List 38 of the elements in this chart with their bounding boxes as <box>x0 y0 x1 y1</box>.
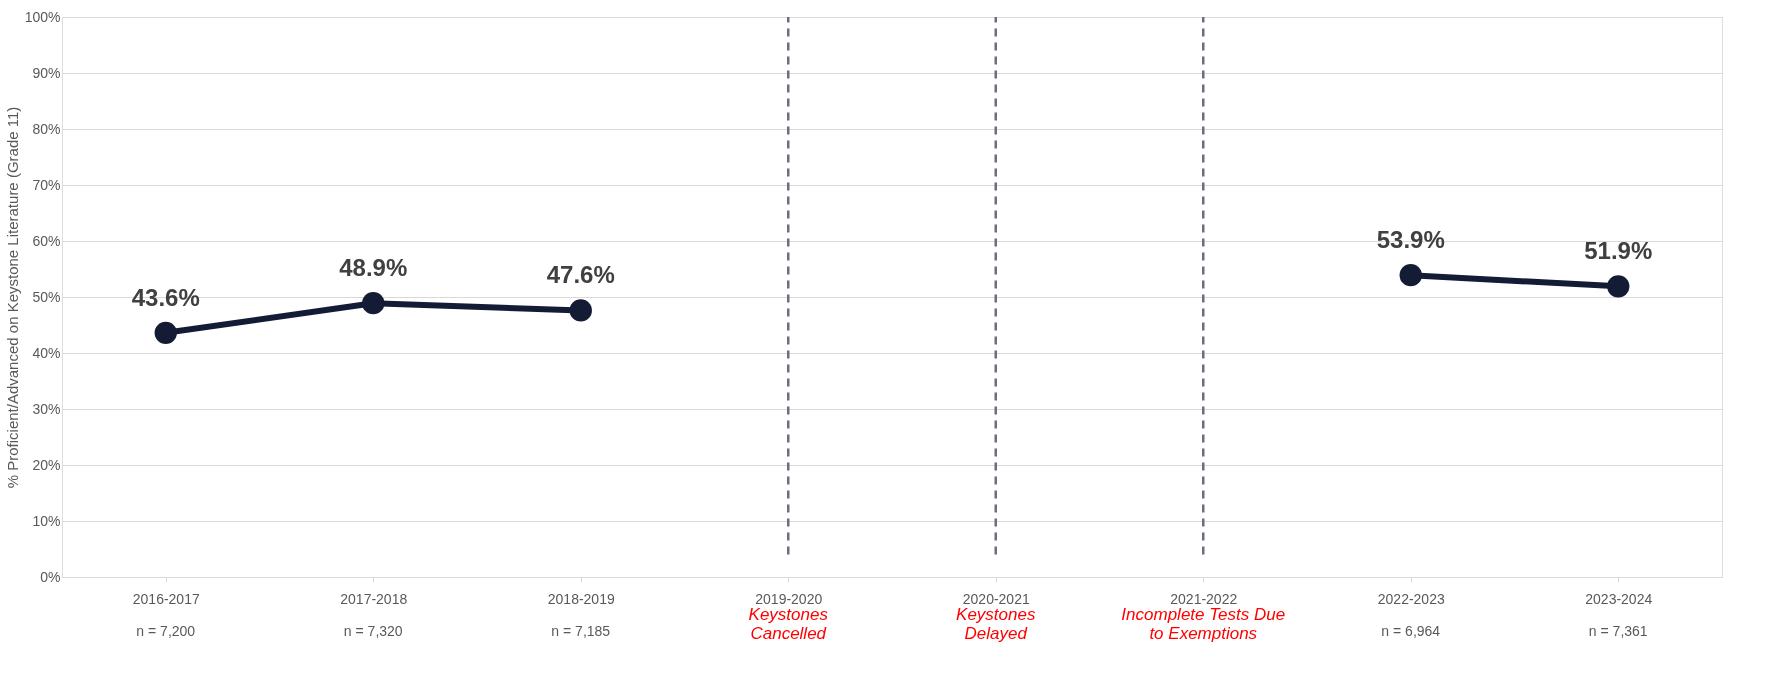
text: Keystones Delayed <box>956 605 1036 643</box>
data-label: 43.6% <box>131 283 200 311</box>
text: Keystones Cancelled <box>748 605 829 643</box>
text: n = 7,361 <box>1588 623 1648 639</box>
point <box>362 292 385 315</box>
x-tick-label: 2018-2019 <box>547 590 615 607</box>
data-label: 48.9% <box>339 254 408 282</box>
data-label: 53.9% <box>1376 226 1445 254</box>
y-tick-label: 70% <box>32 176 61 193</box>
x-tick-label: 2017-2018 <box>340 590 408 607</box>
point <box>1399 264 1422 287</box>
y-tick-label: 0% <box>40 568 61 585</box>
y-tick-label: 100% <box>24 8 61 25</box>
data-label: 47.6% <box>546 261 615 289</box>
text: n = 7,185 <box>551 623 611 639</box>
y-axis-title: % Proficient/Advanced on Keystone Literature (Grade 11) <box>3 106 21 489</box>
point <box>569 299 592 322</box>
text: n = 6,964 <box>1381 623 1441 639</box>
x-tick-label: 2020-2021 <box>962 590 1030 607</box>
y-tick-label: 60% <box>32 232 61 249</box>
y-tick-label: 50% <box>32 288 61 305</box>
point <box>154 321 177 344</box>
data-label: 51.9% <box>1584 237 1653 265</box>
y-tick-label: 20% <box>32 456 61 473</box>
y-tick-label: 90% <box>32 64 61 81</box>
y-tick-label: 40% <box>32 344 61 361</box>
text: Incomplete Tests Due to Exemptions <box>1121 605 1286 643</box>
text: n = 7,320 <box>343 623 403 639</box>
x-tick-label: 2016-2017 <box>132 590 200 607</box>
point <box>1607 275 1630 298</box>
y-tick-label: 30% <box>32 400 61 417</box>
text: n = 7,200 <box>136 623 196 639</box>
x-tick-label: 2022-2023 <box>1377 590 1445 607</box>
x-tick-label: 2019-2020 <box>755 590 823 607</box>
y-tick-label: 10% <box>32 512 61 529</box>
y-tick-label: 80% <box>32 120 61 137</box>
x-tick-label: 2023-2024 <box>1585 590 1653 607</box>
x-tick-label: 2021-2022 <box>1170 590 1238 607</box>
